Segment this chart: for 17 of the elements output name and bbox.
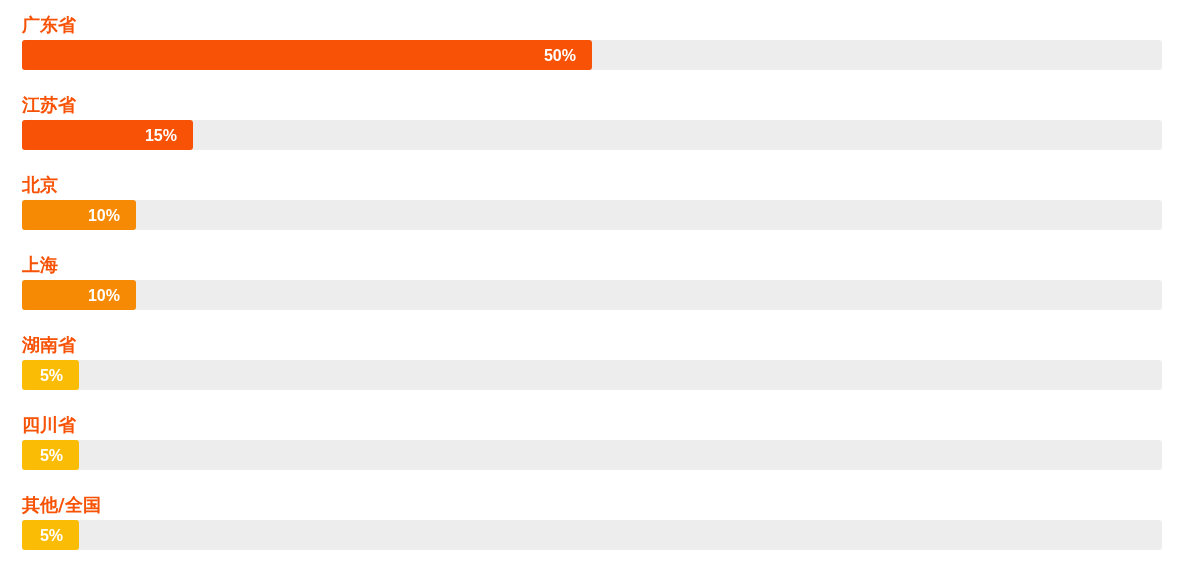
data-label: 50% <box>543 47 576 64</box>
bar <box>22 120 193 150</box>
y-tick-label: 北京 <box>21 174 58 195</box>
bar <box>22 200 136 230</box>
data-label: 10% <box>87 287 120 304</box>
data-label: 5% <box>39 367 63 384</box>
data-label: 5% <box>39 527 63 544</box>
y-tick-label: 湖南省 <box>21 334 77 355</box>
y-tick-label: 四川省 <box>22 414 77 435</box>
data-label: 15% <box>144 127 177 144</box>
y-tick-label: 广东省 <box>21 14 77 35</box>
y-tick-label: 上海 <box>21 254 58 275</box>
data-label: 10% <box>87 207 120 224</box>
data-label: 5% <box>39 447 63 464</box>
y-tick-label: 江苏省 <box>21 94 77 115</box>
y-tick-label: 其他/全国 <box>21 494 101 515</box>
bar <box>22 280 136 310</box>
